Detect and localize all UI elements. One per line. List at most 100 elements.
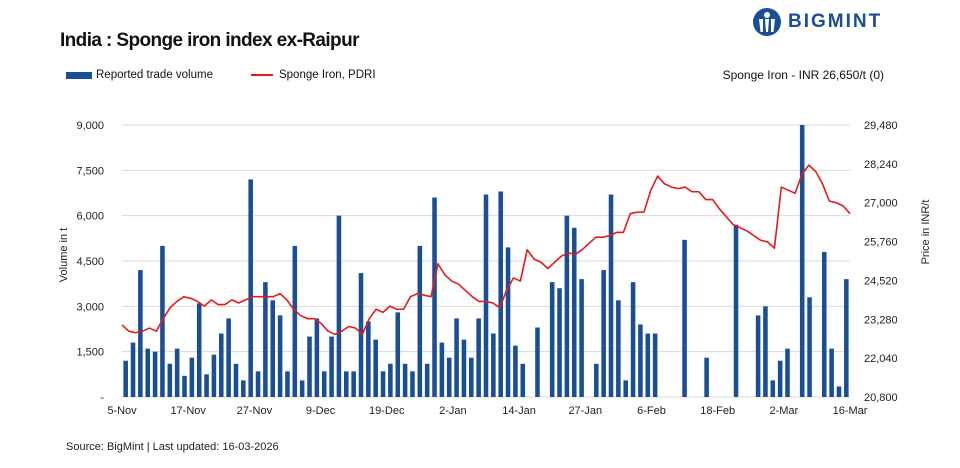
y-right-tick-label: 23,280 <box>864 314 898 326</box>
volume-bar <box>321 371 327 397</box>
volume-bar <box>630 282 636 397</box>
x-tick-label: 19-Dec <box>369 405 405 417</box>
y-left-tick-label: 6,000 <box>76 211 104 223</box>
volume-bar <box>189 357 195 397</box>
price-note: Sponge Iron - INR 26,650/t (0) <box>722 68 884 82</box>
volume-bar <box>380 371 386 397</box>
x-tick-label: 6-Feb <box>637 405 666 417</box>
chart-title: India : Sponge iron index ex-Raipur <box>60 30 359 51</box>
volume-bar <box>410 371 415 397</box>
volume-bar <box>491 333 496 397</box>
volume-bar <box>704 357 709 397</box>
volume-bar <box>167 363 173 397</box>
volume-bar <box>785 348 790 397</box>
source-note: Source: BigMint | Last updated: 16-03-20… <box>66 441 279 453</box>
volume-bar <box>123 360 128 397</box>
volume-bar <box>557 288 562 397</box>
volume-bar <box>204 374 209 397</box>
bigmint-logo: BIGMINT <box>752 6 882 38</box>
volume-bar <box>535 327 540 397</box>
volume-bar <box>277 315 283 397</box>
volume-bar <box>138 270 143 397</box>
volume-bar <box>344 371 349 397</box>
volume-bar <box>601 270 606 397</box>
volume-bar <box>608 194 614 397</box>
volume-bar <box>218 333 224 397</box>
volume-bar <box>807 297 812 397</box>
volume-bar <box>564 215 570 397</box>
volume-bar <box>292 245 298 397</box>
x-tick-label: 27-Jan <box>568 405 602 417</box>
x-tick-label: 16-Mar <box>833 405 868 417</box>
legend-item-price: Sponge Iron, PDRI <box>250 69 376 81</box>
legend-swatch-bar <box>66 71 92 79</box>
volume-bar <box>520 363 526 397</box>
y-left-tick-label: 7,500 <box>76 165 104 177</box>
volume-bar <box>285 371 290 397</box>
volume-bar <box>505 247 511 397</box>
volume-bar <box>821 251 827 397</box>
price-line <box>121 164 851 336</box>
volume-bar <box>549 282 555 397</box>
x-tick-label: 18-Feb <box>700 405 735 417</box>
volume-bar <box>645 333 651 397</box>
chart-legend: Reported trade volume Sponge Iron, PDRI <box>66 69 414 81</box>
volume-bar <box>770 380 776 397</box>
volume-bar <box>263 282 268 397</box>
x-tick-label: 14-Jan <box>502 405 536 417</box>
volume-bar <box>395 312 401 397</box>
volume-bar <box>233 363 239 397</box>
volume-bar <box>351 371 356 397</box>
volume-bar <box>174 348 180 397</box>
y-right-tick-label: 20,800 <box>864 392 898 404</box>
volume-bar <box>196 303 202 397</box>
x-tick-label: 27-Nov <box>237 405 273 417</box>
y-left-tick-label: 9,000 <box>76 120 104 132</box>
volume-bar <box>226 318 231 397</box>
y-left-tick-label: 4,500 <box>76 256 104 268</box>
volume-bar <box>255 371 261 397</box>
volume-bar <box>454 318 459 397</box>
volume-bar <box>446 357 452 397</box>
legend-swatch-line <box>250 74 273 76</box>
y-right-tick-label: 27,000 <box>864 198 898 210</box>
volume-bar <box>439 342 445 397</box>
volume-bar <box>424 363 430 397</box>
volume-bar <box>248 179 253 397</box>
volume-bar <box>498 191 503 397</box>
brand-name: BIGMINT <box>788 11 883 32</box>
volume-bar <box>432 197 437 397</box>
volume-bar <box>638 324 643 397</box>
volume-bar <box>652 333 658 397</box>
volume-bar <box>733 224 739 397</box>
volume-bar <box>799 125 805 397</box>
volume-bar <box>476 318 481 397</box>
volume-bar <box>763 306 768 397</box>
volume-bar <box>836 386 842 397</box>
volume-bar <box>211 354 217 397</box>
x-tick-label: 2-Mar <box>769 405 798 417</box>
volume-bar <box>623 380 628 397</box>
volume-bar <box>461 339 467 397</box>
volume-bar <box>388 363 393 397</box>
volume-bar <box>579 279 584 397</box>
volume-bar <box>594 363 599 397</box>
y-right-axis-title: Price in INR/t <box>920 200 932 265</box>
bigmint-logo-icon <box>753 8 781 36</box>
volume-bar <box>513 345 518 397</box>
legend-item-volume: Reported trade volume <box>66 69 213 81</box>
volume-bar <box>336 215 342 397</box>
volume-bar <box>829 348 834 397</box>
y-right-tick-label: 25,760 <box>864 237 898 249</box>
volume-bar <box>469 357 474 397</box>
y-left-tick-label: - <box>100 392 104 404</box>
volume-bar <box>417 245 423 397</box>
x-tick-label: 17-Nov <box>170 405 206 417</box>
volume-bar <box>145 348 151 397</box>
volume-bar <box>299 380 305 397</box>
volume-bar <box>182 375 187 397</box>
volume-bar <box>241 380 246 397</box>
y-right-tick-label: 29,480 <box>864 120 898 132</box>
y-left-tick-label: 3,000 <box>76 301 104 313</box>
volume-bar <box>571 227 577 397</box>
